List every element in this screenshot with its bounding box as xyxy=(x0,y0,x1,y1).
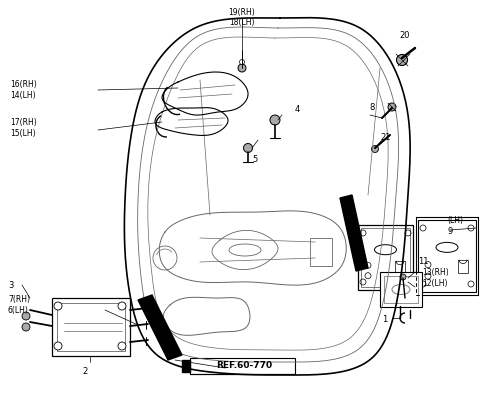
Circle shape xyxy=(118,342,126,350)
Text: 3: 3 xyxy=(8,281,13,289)
Text: 21: 21 xyxy=(380,133,391,142)
Circle shape xyxy=(22,323,30,331)
Circle shape xyxy=(270,115,280,125)
Text: 4: 4 xyxy=(295,105,300,115)
Circle shape xyxy=(240,59,244,64)
Circle shape xyxy=(54,302,62,310)
Text: 5: 5 xyxy=(252,155,258,164)
Circle shape xyxy=(118,302,126,310)
Bar xyxy=(458,259,468,273)
Bar xyxy=(395,261,405,274)
Circle shape xyxy=(400,274,406,280)
Circle shape xyxy=(372,146,379,152)
Text: 9: 9 xyxy=(447,228,452,236)
Bar xyxy=(416,217,478,295)
Bar xyxy=(57,303,125,351)
Text: 7(RH)
6(LH): 7(RH) 6(LH) xyxy=(8,295,30,315)
Text: 13(RH)
12(LH): 13(RH) 12(LH) xyxy=(422,268,449,288)
Text: 1: 1 xyxy=(383,316,388,324)
Text: 17(RH)
15(LH): 17(RH) 15(LH) xyxy=(10,118,37,138)
Text: 20: 20 xyxy=(400,31,410,39)
Text: (LH): (LH) xyxy=(447,215,463,224)
Bar xyxy=(310,238,332,266)
Text: 19(RH)
18(LH): 19(RH) 18(LH) xyxy=(228,8,255,27)
Circle shape xyxy=(396,55,408,66)
Polygon shape xyxy=(138,295,182,360)
Polygon shape xyxy=(340,195,368,271)
Circle shape xyxy=(388,103,396,111)
Circle shape xyxy=(54,342,62,350)
Bar xyxy=(361,228,410,287)
Text: 2: 2 xyxy=(83,367,88,377)
Bar xyxy=(52,298,130,356)
Circle shape xyxy=(238,64,246,72)
Text: 10: 10 xyxy=(343,215,353,224)
Circle shape xyxy=(22,312,30,320)
Text: 16(RH)
14(LH): 16(RH) 14(LH) xyxy=(10,80,37,100)
Bar xyxy=(384,276,418,303)
Text: 11: 11 xyxy=(418,258,429,267)
Text: REF.60-770: REF.60-770 xyxy=(216,361,273,371)
Bar xyxy=(358,225,413,290)
Text: 8: 8 xyxy=(369,103,375,113)
Bar xyxy=(380,272,422,307)
Polygon shape xyxy=(182,360,190,372)
Bar xyxy=(418,220,476,292)
Circle shape xyxy=(243,144,252,152)
Bar xyxy=(190,358,295,374)
